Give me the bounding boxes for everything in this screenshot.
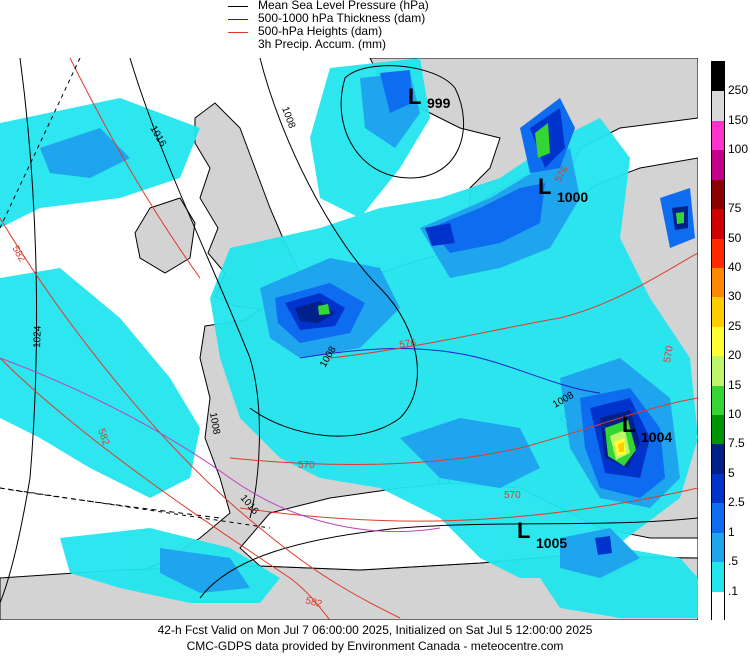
colorbar-segment bbox=[712, 532, 724, 563]
low-value: 1000 bbox=[557, 189, 588, 205]
precip-extreme bbox=[318, 123, 684, 466]
height-label: 570 bbox=[298, 460, 315, 471]
colorbar-label: 100 bbox=[728, 142, 749, 157]
legend-label-thickness: 500-1000 hPa Thickness (dam) bbox=[258, 11, 426, 25]
colorbar-label: 50 bbox=[728, 230, 742, 245]
colorbar-segment bbox=[712, 179, 724, 210]
colorbar-label: 7.5 bbox=[728, 436, 745, 451]
low-value: 1005 bbox=[536, 535, 567, 551]
auxiliary-lines bbox=[0, 58, 441, 532]
legend-label-mslp: Mean Sea Level Pressure (hPa) bbox=[258, 0, 429, 12]
thickness-lines bbox=[299, 348, 601, 394]
mslp-line-swatch bbox=[228, 6, 248, 7]
colorbar-label: 250 bbox=[728, 83, 749, 98]
colorbar-label: 25 bbox=[728, 318, 742, 333]
legend-item-heights: 500-hPa Heights (dam) bbox=[228, 24, 528, 38]
isobar-label: 1024 bbox=[32, 325, 44, 348]
colorbar-segment bbox=[712, 267, 724, 298]
colorbar-segment bbox=[712, 385, 724, 416]
colorbar-segment bbox=[712, 591, 724, 622]
colorbar-label: 15 bbox=[728, 377, 742, 392]
height-label: 570 bbox=[504, 490, 521, 501]
forecast-valid-time: 42-h Fcst Valid on Mon Jul 7 06:00:00 20… bbox=[157, 623, 593, 637]
low-pressure-center: L 1005 bbox=[517, 518, 567, 551]
colorbar-segment bbox=[712, 209, 724, 240]
colorbar-label: 1 bbox=[728, 524, 735, 539]
colorbar-segment bbox=[712, 473, 724, 504]
colorbar-label: 5 bbox=[728, 465, 735, 480]
isobar-label: 1008 bbox=[207, 412, 222, 436]
height-label: 570 bbox=[662, 345, 676, 364]
legend-label-precip: 3h Precip. Accum. (mm) bbox=[258, 37, 387, 51]
colorbar-label: .5 bbox=[728, 554, 739, 569]
low-letter: L bbox=[622, 412, 635, 437]
colorbar-segment bbox=[712, 562, 724, 593]
low-letter: L bbox=[408, 84, 421, 109]
legend-label-heights: 500-hPa Heights (dam) bbox=[258, 24, 383, 38]
colorbar-segment bbox=[712, 120, 724, 151]
colorbar-label: 20 bbox=[728, 348, 742, 363]
colorbar-label: 30 bbox=[728, 289, 742, 304]
low-pressure-center: L 1004 bbox=[622, 412, 672, 445]
colorbar-segment bbox=[712, 62, 724, 92]
height-label: 582 bbox=[304, 595, 323, 610]
colorbar-segment bbox=[712, 91, 724, 122]
height-label: 576 bbox=[399, 337, 418, 351]
colorbar-segment bbox=[712, 415, 724, 446]
low-value: 999 bbox=[427, 95, 451, 111]
low-pressure-center: L 1000 bbox=[538, 174, 588, 205]
colorbar-segment bbox=[712, 238, 724, 269]
legend-item-precip: 3h Precip. Accum. (mm) bbox=[228, 37, 528, 51]
colorbar-segment bbox=[712, 150, 724, 181]
map-canvas: 1008 1016 1024 1008 1016 1008 1008 582 5… bbox=[0, 58, 698, 620]
colorbar-segment bbox=[712, 326, 724, 357]
colorbar-segment bbox=[712, 356, 724, 387]
land-ireland bbox=[134, 197, 196, 274]
height-contours bbox=[0, 58, 698, 620]
colorbar-label: 150 bbox=[728, 112, 749, 127]
colorbar-label: 10 bbox=[728, 407, 742, 422]
low-pressure-center: L 999 bbox=[408, 84, 451, 111]
thickness-line-swatch bbox=[228, 19, 248, 20]
colorbar-segment bbox=[712, 503, 724, 534]
pressure-centers: L 999 L 1000 L 1004 L 1005 bbox=[408, 84, 672, 551]
legend-item-thickness: 500-1000 hPa Thickness (dam) bbox=[228, 11, 528, 25]
low-letter: L bbox=[517, 518, 530, 543]
heights-line-swatch bbox=[228, 32, 248, 33]
legend-item-mslp: Mean Sea Level Pressure (hPa) bbox=[228, 0, 528, 12]
colorbar-label: 2.5 bbox=[728, 495, 745, 510]
low-value: 1004 bbox=[641, 429, 672, 445]
isobars bbox=[0, 58, 698, 604]
colorbar-label: 40 bbox=[728, 259, 742, 274]
precip-colorbar bbox=[711, 61, 725, 622]
colorbar-label: .1 bbox=[728, 583, 739, 598]
colorbar-segment bbox=[712, 444, 724, 475]
colorbar-segment bbox=[712, 297, 724, 328]
map-footer: 42-h Fcst Valid on Mon Jul 7 06:00:00 20… bbox=[0, 622, 750, 654]
data-credit: CMC-GDPS data provided by Environment Ca… bbox=[186, 639, 564, 653]
weather-map: 1008 1016 1024 1008 1016 1008 1008 582 5… bbox=[0, 58, 698, 620]
low-letter: L bbox=[538, 174, 551, 199]
map-legend: Mean Sea Level Pressure (hPa) 500-1000 h… bbox=[228, 0, 528, 56]
colorbar-label: 75 bbox=[728, 201, 742, 216]
